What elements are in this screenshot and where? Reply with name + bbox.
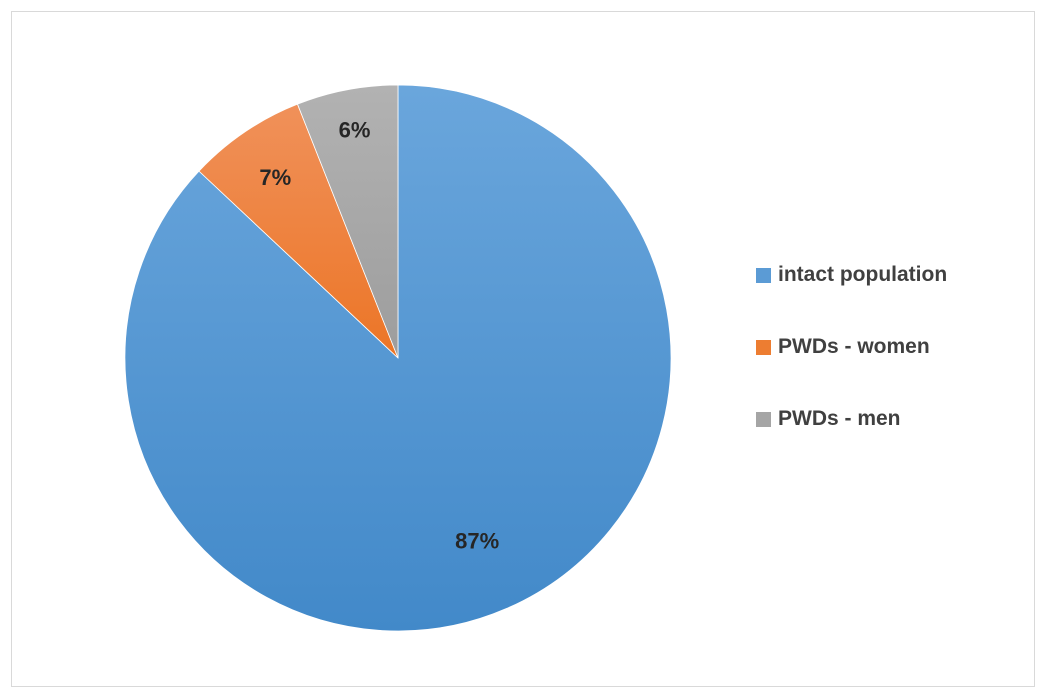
data-label-pwds-men: 6% [339, 118, 371, 143]
pie-slice-pwds-women [198, 103, 399, 359]
pie-slice-intact-population [124, 84, 672, 632]
pie-chart: 87% 7% 6% [124, 84, 672, 632]
legend-label-pwds-men: PWDs - men [778, 407, 901, 430]
legend-swatch-intact-population [756, 267, 771, 283]
legend-item-pwds-women: PWDs - women [756, 334, 947, 360]
chart-area: 87% 7% 6% intact population PWDs - women P… [11, 11, 1035, 687]
legend-label-pwds-women: PWDs - women [778, 335, 930, 358]
pie-slice-pwds-men [296, 84, 399, 359]
legend-swatch-pwds-women [756, 339, 771, 355]
legend-swatch-pwds-men [756, 411, 771, 427]
legend: intact population PWDs - women PWDs - me… [756, 262, 947, 478]
legend-label-intact-population: intact population [778, 263, 948, 286]
data-label-intact-population: 87% [455, 528, 499, 553]
legend-item-pwds-men: PWDs - men [756, 406, 947, 432]
legend-item-intact-population: intact population [756, 262, 947, 288]
data-label-pwds-women: 7% [259, 165, 291, 190]
